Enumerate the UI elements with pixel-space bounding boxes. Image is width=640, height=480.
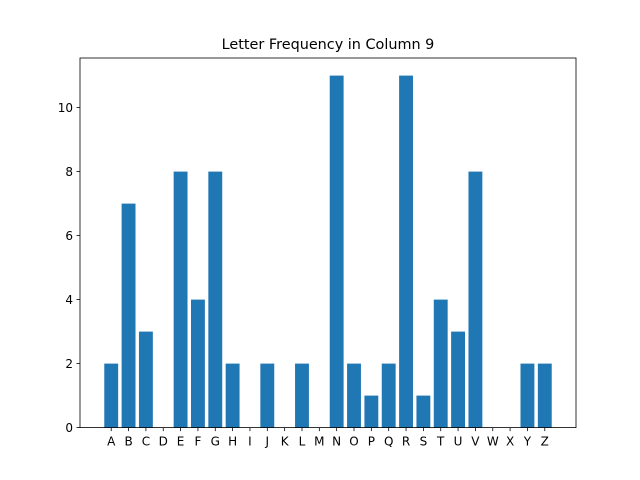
x-tick-label: V: [471, 435, 480, 449]
x-tick-label: T: [436, 435, 445, 449]
bar-Q: [381, 363, 396, 428]
x-tick-label: A: [107, 435, 116, 449]
bar-V: [468, 171, 483, 428]
bar-Z: [537, 363, 552, 428]
x-tick-label: N: [332, 435, 341, 449]
bar-L: [295, 363, 309, 428]
x-tick-label: Y: [523, 435, 532, 449]
bar-F: [190, 299, 205, 428]
bar-J: [260, 363, 275, 428]
bars-group: [104, 75, 552, 428]
bar-H: [225, 363, 240, 428]
y-tick-label: 8: [65, 165, 73, 179]
x-tick-label: I: [248, 435, 252, 449]
bar-S: [416, 395, 431, 428]
x-tick-label: C: [142, 435, 150, 449]
x-tick-label: M: [314, 435, 324, 449]
x-tick-label: X: [506, 435, 514, 449]
x-tick-label: L: [299, 435, 306, 449]
y-tick-label: 0: [65, 421, 73, 435]
bar-A: [104, 363, 119, 428]
bar-T: [433, 299, 448, 428]
bar-C: [138, 331, 153, 428]
x-tick-label: D: [159, 435, 168, 449]
y-tick-label: 10: [58, 101, 73, 115]
y-tick-label: 4: [65, 293, 73, 307]
x-tick-label: R: [402, 435, 410, 449]
x-tick-label: Q: [384, 435, 393, 449]
x-tick-label: J: [265, 435, 270, 449]
x-tick-label: F: [194, 435, 201, 449]
bar-N: [329, 75, 344, 428]
chart-title: Letter Frequency in Column 9: [222, 37, 435, 53]
y-tick-label: 6: [65, 229, 73, 243]
bar-U: [451, 331, 466, 428]
x-tick-label: P: [368, 435, 375, 449]
x-tick-label: B: [124, 435, 132, 449]
bar-Y: [520, 363, 535, 428]
x-tick-label: O: [349, 435, 358, 449]
bar-P: [364, 395, 379, 428]
bar-G: [208, 171, 223, 428]
x-tick-label: E: [177, 435, 185, 449]
bar-O: [347, 363, 361, 428]
x-tick-label: W: [487, 435, 499, 449]
x-tick-label: K: [281, 435, 290, 449]
plot-frame: [79, 57, 577, 429]
x-tick-label: Z: [541, 435, 549, 449]
x-tick-label: H: [228, 435, 237, 449]
x-tick-label: U: [454, 435, 463, 449]
y-tick-label: 2: [65, 357, 73, 371]
y-axis: 0 2 4 6 8 10: [58, 101, 80, 435]
x-tick-label: G: [211, 435, 220, 449]
x-tick-label: S: [420, 435, 428, 449]
bar-B: [121, 203, 136, 428]
bar-R: [399, 75, 413, 428]
bar-E: [173, 171, 188, 428]
